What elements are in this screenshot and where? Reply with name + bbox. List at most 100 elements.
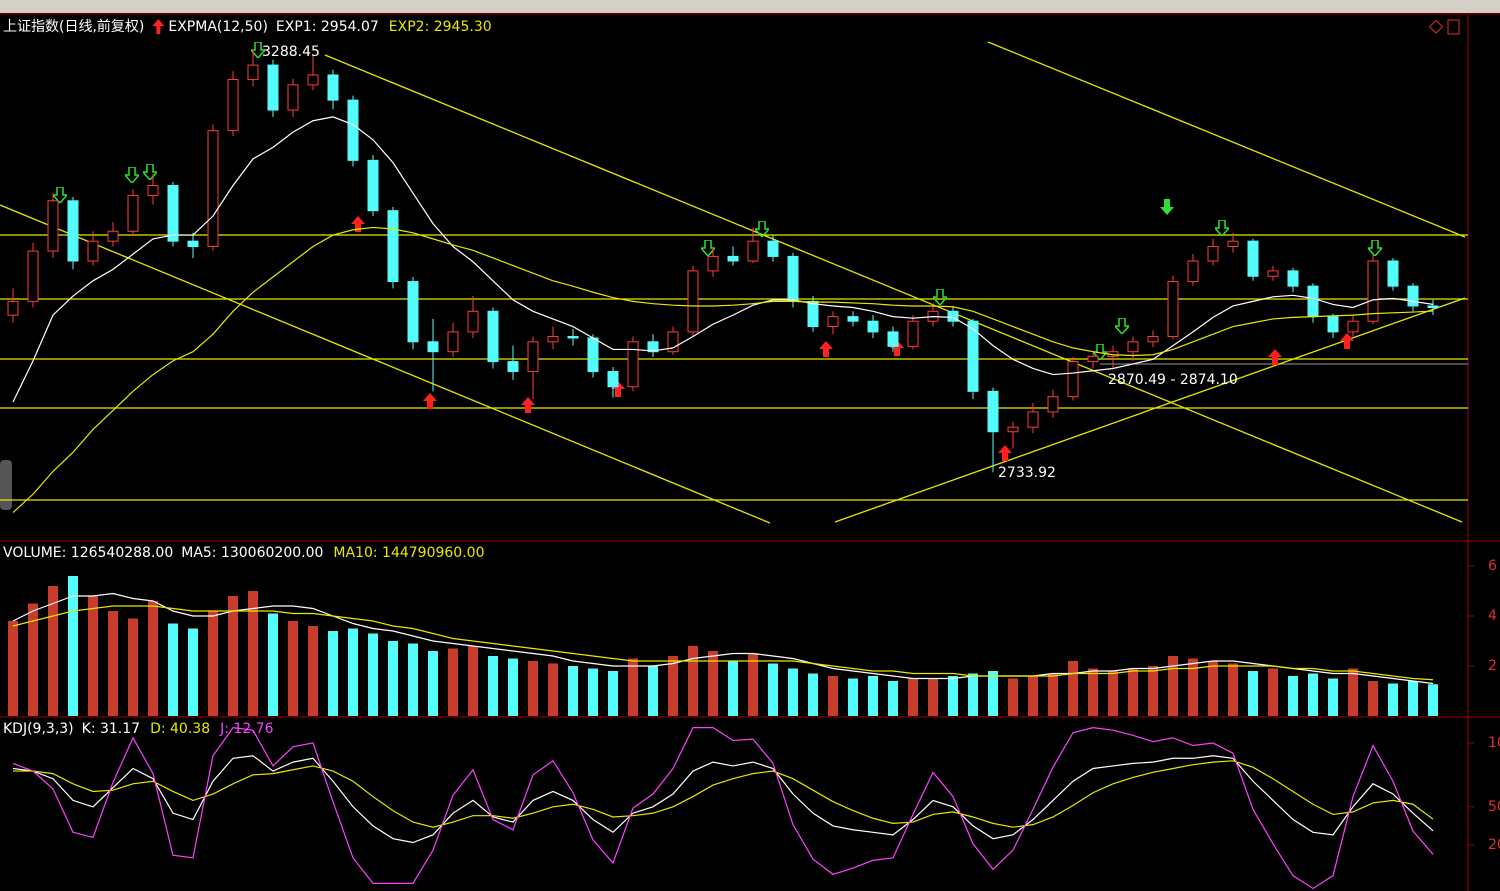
volume-bar <box>268 613 278 716</box>
volume-bar <box>1208 661 1218 716</box>
volume-bar <box>408 643 418 716</box>
indicator-line <box>12 727 1434 890</box>
volume-bar <box>768 663 778 716</box>
legend-entry: K: 31.17 <box>82 721 140 737</box>
volume-bar <box>1308 673 1318 716</box>
candle-body <box>227 79 239 132</box>
candle-body <box>1067 361 1079 398</box>
volume-bar <box>1008 678 1018 716</box>
legend-entry: EXP2: 2945.30 <box>389 19 492 35</box>
volume-bar <box>668 656 678 716</box>
volume-bar <box>608 671 618 716</box>
candle-body <box>807 300 819 328</box>
high-label: 3288.45 <box>262 44 320 60</box>
candle-body <box>527 341 539 373</box>
candle-body <box>607 371 619 388</box>
candle-body <box>827 316 839 328</box>
candle-body <box>1327 316 1339 333</box>
candle-body <box>127 194 139 232</box>
candle-body <box>1307 285 1319 318</box>
candle-body <box>347 99 359 161</box>
volume-bar <box>48 586 58 716</box>
indicator-icon <box>152 19 165 34</box>
volume-bar <box>288 621 298 716</box>
low-label: 2733.92 <box>998 465 1056 481</box>
candle-body <box>67 200 79 262</box>
volume-bar <box>488 656 498 716</box>
volume-bar <box>1128 668 1138 716</box>
volume-bar <box>28 603 38 716</box>
volume-bar <box>148 601 158 716</box>
volume-bar <box>688 646 698 716</box>
candle-body <box>667 331 679 353</box>
volume-bar <box>508 658 518 716</box>
panel: 2 4 6 VOLUME: 126540288.00 MA5: 130060200.00… <box>3 545 1497 716</box>
legend-entry: MA10: 144790960.00 <box>333 545 484 561</box>
volume-bar <box>1288 676 1298 716</box>
candle-body <box>587 337 599 373</box>
volume-bar <box>1228 663 1238 716</box>
candle-body <box>787 255 799 302</box>
volume-bar <box>1168 656 1178 716</box>
candle-body <box>767 240 779 257</box>
volume-bar <box>648 666 658 716</box>
y-tick-label: 4 <box>1488 608 1497 624</box>
volume-bar <box>1408 681 1418 716</box>
volume-bar <box>1188 658 1198 716</box>
legend-entry: D: 40.38 <box>150 721 210 737</box>
legend-entry: J: 12.76 <box>219 721 273 737</box>
volume-bar <box>88 596 98 716</box>
candle-body <box>887 331 899 347</box>
candle-body <box>1127 341 1139 353</box>
candle-body <box>1367 260 1379 322</box>
volume-bar <box>828 676 838 716</box>
candle-body <box>1387 260 1399 287</box>
candle-body <box>707 255 719 272</box>
candle-body <box>987 390 999 433</box>
volume-bar <box>108 611 118 716</box>
panel-title: KDJ(9,3,3) <box>3 721 74 737</box>
indicator-line <box>12 605 1434 681</box>
volume-bar <box>208 611 218 716</box>
volume-bar <box>1388 683 1398 716</box>
candle-body <box>1027 411 1039 428</box>
side-tab[interactable] <box>0 460 12 510</box>
volume-bar <box>708 651 718 716</box>
candle-body <box>467 310 479 333</box>
volume-bar <box>1148 666 1158 716</box>
candle-body <box>287 84 299 111</box>
candle-body <box>687 270 699 333</box>
candle-body <box>727 255 739 262</box>
panel-title: 上证指数(日线,前复权) <box>3 18 144 35</box>
volume-bar <box>128 618 138 716</box>
volume-bar <box>988 671 998 716</box>
candle-body <box>167 185 179 242</box>
candle-body <box>507 361 519 373</box>
volume-bar <box>1108 671 1118 716</box>
candle-body <box>207 130 219 248</box>
candle-body <box>907 320 919 347</box>
indicator-line <box>13 760 1434 828</box>
volume-bar <box>68 576 78 716</box>
volume-bar <box>1088 668 1098 716</box>
candle-body <box>967 320 979 392</box>
indicator-line <box>12 592 1434 685</box>
candle-body <box>1287 270 1299 287</box>
volume-bar <box>228 596 238 716</box>
candle-body <box>367 159 379 212</box>
candle-body <box>47 200 59 252</box>
candle-body <box>647 341 659 353</box>
candle-body <box>1147 335 1159 343</box>
window-icons[interactable] <box>1428 19 1460 35</box>
volume-bar <box>1248 671 1258 716</box>
volume-bar <box>968 673 978 716</box>
candle-body <box>107 230 119 242</box>
candle-body <box>147 185 159 196</box>
volume-bar <box>468 646 478 716</box>
volume-bar <box>1048 673 1058 716</box>
candle-body <box>447 331 459 353</box>
candle-body <box>1087 355 1099 363</box>
volume-bar <box>1028 676 1038 716</box>
